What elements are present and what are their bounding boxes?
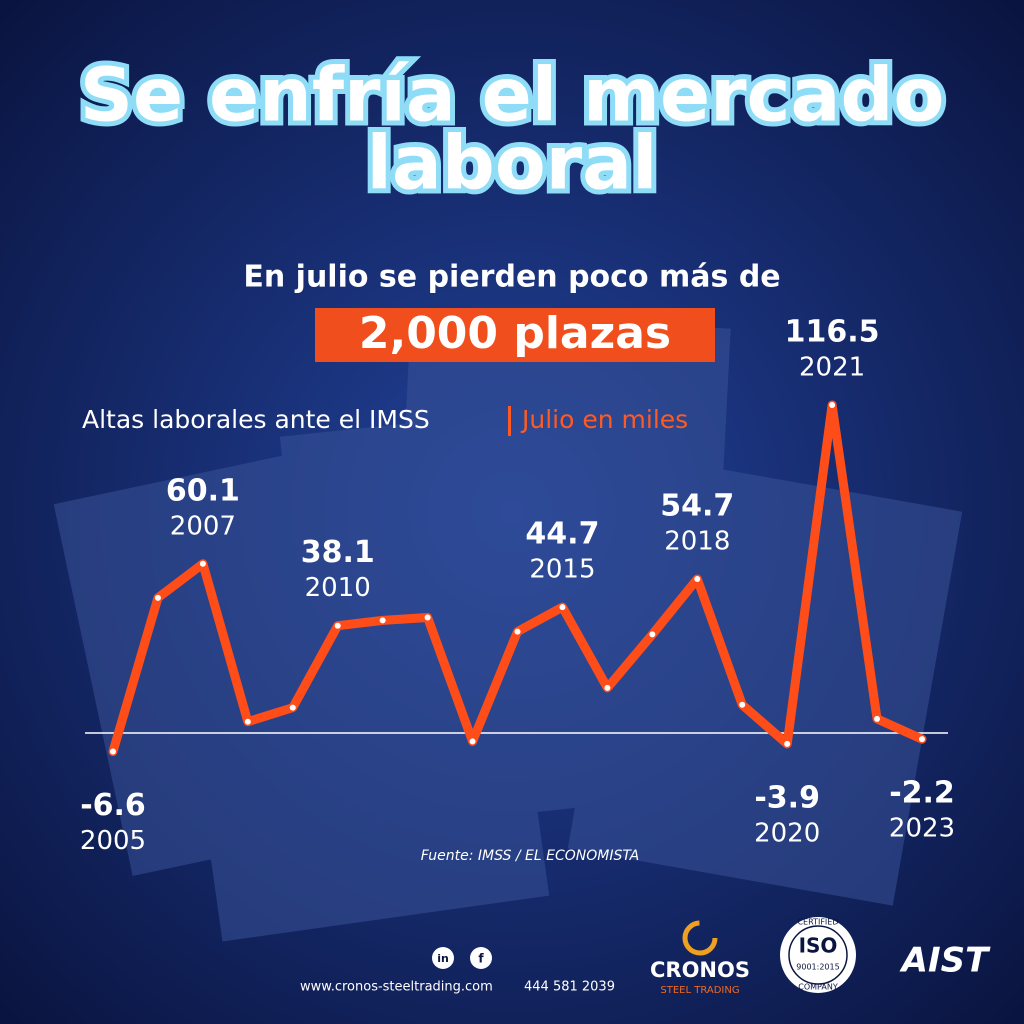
phone: 444 581 2039 — [524, 980, 615, 995]
value-label: 38.1 — [301, 535, 375, 570]
data-point — [469, 738, 476, 745]
value-label: -2.2 — [889, 776, 955, 811]
website[interactable]: www.cronos-steeltrading.com — [300, 980, 493, 995]
data-point — [514, 628, 521, 635]
data-point — [829, 402, 836, 408]
chart-title: Altas laborales ante el IMSS — [82, 405, 430, 434]
year-label: 2023 — [889, 814, 955, 844]
iso-bottom: COMPANY — [798, 983, 838, 992]
source: Fuente: IMSS / EL ECONOMISTA — [421, 848, 639, 864]
year-label: 2020 — [754, 818, 820, 848]
data-point — [874, 715, 881, 722]
data-point — [110, 748, 116, 755]
data-point — [334, 622, 341, 629]
data-point — [694, 575, 701, 582]
iso-seal — [780, 917, 856, 993]
year-label: 2007 — [170, 511, 236, 541]
year-label: 2021 — [799, 353, 865, 383]
iso-label: ISO — [799, 934, 838, 958]
data-point — [604, 684, 611, 691]
cronos-mark — [682, 920, 718, 956]
data-point — [424, 614, 431, 621]
chart-subtitle: Julio en miles — [520, 405, 688, 434]
value-label: -6.6 — [80, 788, 146, 823]
facebook-label[interactable]: f — [478, 952, 484, 966]
data-point — [199, 560, 206, 567]
facebook-icon[interactable] — [470, 947, 492, 969]
year-label: 2005 — [80, 826, 146, 856]
title: Se enfría el mercado laboral — [75, 48, 950, 212]
value-label: 116.5 — [785, 315, 880, 350]
title-line: Se enfría el mercado — [80, 53, 945, 139]
data-point — [919, 736, 925, 743]
iso-ring — [788, 925, 848, 985]
data-point — [379, 617, 386, 624]
footer: in f www.cronos-steeltrading.com 444 581… — [300, 917, 991, 996]
data-point — [739, 701, 746, 708]
highlight-box — [315, 308, 715, 362]
year-label: 2010 — [305, 573, 371, 603]
data-point — [154, 594, 161, 601]
data-point — [784, 740, 791, 747]
title-line: laboral — [367, 121, 658, 207]
subtitle: En julio se pierden poco más de — [243, 260, 780, 295]
data-point — [289, 704, 296, 711]
iso-standard: 9001:2015 — [796, 963, 839, 972]
value-label: 60.1 — [166, 473, 240, 508]
iso-top: CERTIFIED — [797, 918, 838, 927]
linkedin-label[interactable]: in — [437, 952, 449, 965]
data-point — [244, 718, 251, 725]
cronos-logo: CRONOS — [650, 958, 750, 982]
data-point — [649, 631, 656, 638]
highlight: 2,000 plazas — [359, 308, 671, 359]
value-label: -3.9 — [754, 780, 820, 815]
value-label: 44.7 — [525, 517, 599, 552]
year-label: 2015 — [529, 555, 595, 585]
linkedin-icon[interactable] — [432, 947, 454, 969]
year-label: 2018 — [664, 526, 730, 556]
separator — [508, 406, 511, 436]
value-label: 54.7 — [660, 488, 734, 523]
data-point — [559, 604, 566, 611]
aist-logo: AIST — [899, 941, 991, 981]
cronos-sub: STEEL TRADING — [660, 985, 739, 996]
